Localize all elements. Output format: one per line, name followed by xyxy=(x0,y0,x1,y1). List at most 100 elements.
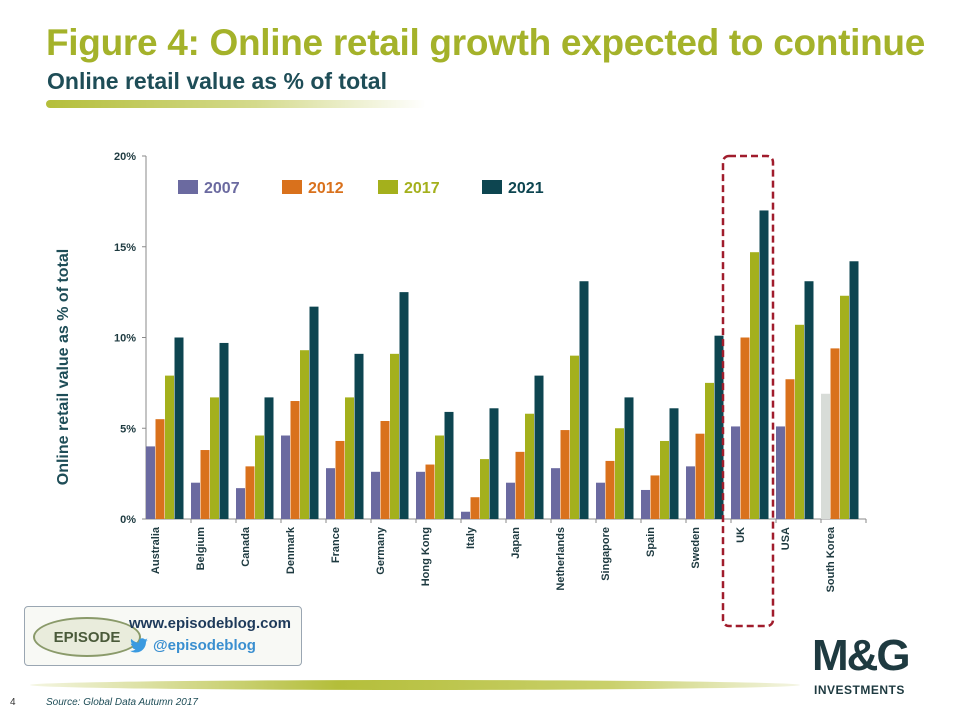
bar-netherlands-2007 xyxy=(551,468,560,519)
bar-france-2017 xyxy=(345,397,354,519)
legend-swatch-2012 xyxy=(282,180,302,194)
uk-highlight-box xyxy=(721,154,775,628)
bar-sweden-2017 xyxy=(705,382,714,519)
x-tick-label: Spain xyxy=(645,527,657,557)
bar-denmark-2021 xyxy=(309,306,319,519)
bar-denmark-2007 xyxy=(281,435,290,519)
y-tick-label: 15% xyxy=(114,242,136,254)
episode-logo: EPISODE xyxy=(33,617,141,657)
x-tick-label: Australia xyxy=(150,526,162,574)
bar-australia-2017 xyxy=(165,375,174,519)
page-number: 4 xyxy=(10,697,16,708)
page-title: Figure 4: Online retail growth expected … xyxy=(46,22,925,63)
bar-usa-2007 xyxy=(776,426,785,519)
bar-canada-2007 xyxy=(236,488,245,519)
legend-label-2021: 2021 xyxy=(508,180,544,197)
bar-uk-2017 xyxy=(750,252,759,519)
bar-chart: 0% 5% 10% 15% 20% Online retail value as % of… xyxy=(55,151,867,628)
bar-spain-2017 xyxy=(660,440,669,519)
x-tick-label: Belgium xyxy=(195,527,207,571)
bar-canada-2021 xyxy=(264,397,274,519)
x-tick-label: Sweden xyxy=(690,527,702,569)
mg-logo: M&G xyxy=(812,631,911,680)
bar-france-2007 xyxy=(326,468,335,519)
bar-singapore-2007 xyxy=(596,482,605,519)
bar-denmark-2017 xyxy=(300,350,309,519)
legend-label-2007: 2007 xyxy=(204,180,240,197)
bar-belgium-2021 xyxy=(219,342,229,519)
bar-usa-2021 xyxy=(804,281,814,519)
bar-usa-2017 xyxy=(795,324,804,519)
x-tick-label: Singapore xyxy=(600,527,612,581)
bar-canada-2012 xyxy=(245,466,255,519)
bar-south-korea-2012 xyxy=(830,348,840,519)
bar-south-korea-2021 xyxy=(849,261,859,519)
x-tick-label: South Korea xyxy=(825,526,837,592)
y-tick-label: 10% xyxy=(114,333,136,345)
bar-netherlands-2012 xyxy=(560,430,570,519)
mg-investments-label: INVESTMENTS xyxy=(814,683,905,697)
x-tick-label: Canada xyxy=(240,526,252,567)
bar-sweden-2007 xyxy=(686,466,695,519)
bar-belgium-2012 xyxy=(200,450,210,519)
legend-swatch-2021 xyxy=(482,180,502,194)
x-tick-label: Denmark xyxy=(285,526,297,574)
bar-singapore-2012 xyxy=(605,460,615,519)
bar-hong-kong-2012 xyxy=(425,464,435,519)
bar-germany-2012 xyxy=(380,420,390,519)
y-tick-label: 20% xyxy=(114,151,136,163)
bar-spain-2012 xyxy=(650,475,660,519)
x-tick-label: Hong Kong xyxy=(420,527,432,586)
twitter-handle-link[interactable]: @episodeblog xyxy=(153,637,256,654)
legend-swatch-2017 xyxy=(378,180,398,194)
x-tick-label: Germany xyxy=(375,526,387,575)
bar-belgium-2007 xyxy=(191,482,200,519)
bar-belgium-2017 xyxy=(210,397,219,519)
x-tick-label: UK xyxy=(735,527,747,543)
x-tick-label: USA xyxy=(780,527,792,550)
bar-netherlands-2021 xyxy=(579,281,589,519)
legend-label-2012: 2012 xyxy=(308,180,344,197)
footer-swoosh xyxy=(30,680,800,690)
legend-label-2017: 2017 xyxy=(404,180,440,197)
bar-japan-2017 xyxy=(525,413,534,519)
bar-italy-2021 xyxy=(489,408,499,519)
bar-france-2012 xyxy=(335,440,345,519)
bar-sweden-2012 xyxy=(695,433,705,519)
bar-australia-2007 xyxy=(146,446,155,519)
bar-france-2021 xyxy=(354,353,364,519)
x-tick-label: Netherlands xyxy=(555,527,567,591)
legend-swatch-2007 xyxy=(178,180,198,194)
bar-usa-2012 xyxy=(785,379,795,519)
bar-italy-2012 xyxy=(470,497,480,519)
bar-spain-2007 xyxy=(641,489,650,519)
bar-japan-2007 xyxy=(506,482,515,519)
bar-germany-2007 xyxy=(371,471,380,519)
title-underline xyxy=(46,100,426,108)
y-tick-label: 5% xyxy=(120,423,136,435)
bar-italy-2017 xyxy=(480,459,489,519)
x-tick-label: France xyxy=(330,527,342,563)
twitter-bird-icon xyxy=(130,638,148,653)
y-axis-label: Online retail value as % of total xyxy=(55,249,72,486)
bar-sweden-2021 xyxy=(714,335,724,519)
bar-spain-2021 xyxy=(669,408,679,519)
x-tick-label: Italy xyxy=(465,526,477,549)
x-tick-label: Japan xyxy=(510,527,522,559)
bar-germany-2021 xyxy=(399,292,409,519)
page-subtitle: Online retail value as % of total xyxy=(47,68,387,94)
y-tick-label: 0% xyxy=(120,514,136,526)
episode-url-link[interactable]: www.episodeblog.com xyxy=(129,615,291,632)
bar-japan-2012 xyxy=(515,451,525,519)
bar-uk-2021 xyxy=(759,210,769,519)
bar-singapore-2021 xyxy=(624,397,634,519)
bar-uk-2007 xyxy=(731,426,740,519)
bar-singapore-2017 xyxy=(615,428,624,519)
bar-netherlands-2017 xyxy=(570,355,579,519)
bar-hong-kong-2017 xyxy=(435,435,444,519)
episode-blog-banner[interactable]: EPISODE www.episodeblog.com @episodeblog xyxy=(24,606,302,666)
bar-australia-2012 xyxy=(155,419,165,519)
bar-canada-2017 xyxy=(255,435,264,519)
bar-japan-2021 xyxy=(534,375,544,519)
bar-hong-kong-2007 xyxy=(416,471,425,519)
